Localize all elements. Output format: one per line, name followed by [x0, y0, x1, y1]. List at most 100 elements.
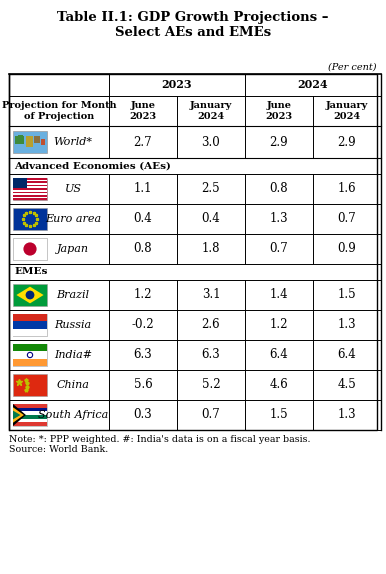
Text: 6.3: 6.3 — [201, 348, 220, 362]
Text: 0.8: 0.8 — [134, 242, 152, 255]
Text: EMEs: EMEs — [14, 267, 47, 277]
Text: 6.4: 6.4 — [270, 348, 288, 362]
Text: 2023: 2023 — [162, 80, 192, 91]
Text: 0.7: 0.7 — [270, 242, 288, 255]
Bar — [13, 185, 47, 187]
Text: January
2024: January 2024 — [326, 101, 368, 121]
Text: 0.9: 0.9 — [338, 242, 356, 255]
Text: 5.6: 5.6 — [134, 378, 152, 391]
Text: January
2024: January 2024 — [190, 101, 232, 121]
Text: 1.2: 1.2 — [270, 319, 288, 332]
Text: Brazil: Brazil — [56, 290, 90, 300]
Bar — [13, 404, 47, 426]
Bar — [13, 181, 47, 183]
Text: 1.5: 1.5 — [270, 409, 288, 421]
Text: Projection for Month
of Projection: Projection for Month of Projection — [2, 101, 116, 121]
Text: Table II.1: GDP Growth Projections –: Table II.1: GDP Growth Projections – — [57, 11, 329, 25]
Text: US: US — [64, 184, 81, 194]
Bar — [13, 183, 47, 185]
Polygon shape — [13, 410, 20, 420]
Text: 0.7: 0.7 — [201, 409, 220, 421]
Text: South Africa: South Africa — [38, 410, 108, 420]
Bar — [13, 329, 47, 336]
Circle shape — [25, 290, 34, 300]
Text: 1.5: 1.5 — [338, 289, 356, 301]
Text: 0.8: 0.8 — [270, 183, 288, 196]
Bar — [13, 187, 47, 188]
Bar — [13, 197, 47, 198]
Bar — [13, 408, 47, 412]
Text: June
2023: June 2023 — [129, 101, 157, 121]
Text: Note: *: PPP weighted. #: India's data is on a fiscal year basis.: Note: *: PPP weighted. #: India's data i… — [9, 435, 310, 444]
Text: India#: India# — [54, 350, 92, 360]
Text: 5.2: 5.2 — [202, 378, 220, 391]
Bar — [13, 178, 47, 200]
Text: World*: World* — [54, 137, 93, 147]
Bar — [13, 193, 47, 195]
Text: June
2023: June 2023 — [266, 101, 293, 121]
Bar — [13, 178, 27, 188]
Bar — [13, 238, 47, 260]
Text: 2024: 2024 — [298, 80, 328, 91]
Bar — [9, 74, 377, 430]
Text: Euro area: Euro area — [45, 214, 101, 224]
Text: 3.0: 3.0 — [201, 135, 220, 149]
Bar — [13, 412, 47, 415]
Text: Advanced Economies (AEs): Advanced Economies (AEs) — [14, 161, 171, 170]
Bar — [13, 314, 47, 336]
Polygon shape — [16, 286, 44, 304]
Bar — [26, 136, 33, 147]
Bar — [13, 321, 47, 329]
Bar — [18, 135, 23, 139]
Bar — [34, 136, 40, 143]
Text: 4.6: 4.6 — [270, 378, 288, 391]
Text: 2.6: 2.6 — [202, 319, 220, 332]
Text: Source: World Bank.: Source: World Bank. — [9, 445, 108, 454]
Text: 1.3: 1.3 — [270, 212, 288, 226]
Bar — [41, 139, 45, 145]
Text: 3.1: 3.1 — [202, 289, 220, 301]
Text: 2.9: 2.9 — [338, 135, 356, 149]
Bar — [13, 351, 47, 359]
Bar — [13, 198, 47, 200]
Text: 0.4: 0.4 — [201, 212, 220, 226]
Bar — [13, 344, 47, 366]
Text: 1.1: 1.1 — [134, 183, 152, 196]
Text: Select AEs and EMEs: Select AEs and EMEs — [115, 26, 271, 40]
Bar — [13, 190, 47, 192]
Text: 2.5: 2.5 — [202, 183, 220, 196]
Bar — [13, 131, 47, 153]
Text: 0.3: 0.3 — [134, 409, 152, 421]
Bar — [13, 314, 47, 321]
Text: 2.9: 2.9 — [270, 135, 288, 149]
Text: Russia: Russia — [54, 320, 91, 330]
Text: Japan: Japan — [57, 244, 89, 254]
Text: 6.4: 6.4 — [338, 348, 356, 362]
Polygon shape — [13, 404, 26, 426]
Bar — [13, 178, 47, 180]
Text: 1.3: 1.3 — [338, 409, 356, 421]
Bar — [13, 284, 47, 306]
Text: 4.5: 4.5 — [338, 378, 356, 391]
Bar — [13, 344, 47, 351]
Text: 1.8: 1.8 — [202, 242, 220, 255]
Bar — [13, 415, 47, 418]
Bar — [13, 195, 47, 197]
Text: China: China — [57, 380, 90, 390]
Bar — [13, 180, 47, 181]
Bar — [13, 208, 47, 230]
Circle shape — [24, 242, 37, 255]
Bar — [13, 192, 47, 193]
Bar — [15, 136, 24, 144]
Text: 0.7: 0.7 — [338, 212, 356, 226]
Bar — [13, 188, 47, 190]
Bar — [13, 359, 47, 366]
Text: 6.3: 6.3 — [134, 348, 152, 362]
Text: (Per cent): (Per cent) — [328, 63, 377, 72]
Text: 1.4: 1.4 — [270, 289, 288, 301]
Bar — [13, 404, 47, 408]
Text: 1.2: 1.2 — [134, 289, 152, 301]
Text: -0.2: -0.2 — [132, 319, 154, 332]
Text: 0.4: 0.4 — [134, 212, 152, 226]
Bar — [13, 374, 47, 396]
